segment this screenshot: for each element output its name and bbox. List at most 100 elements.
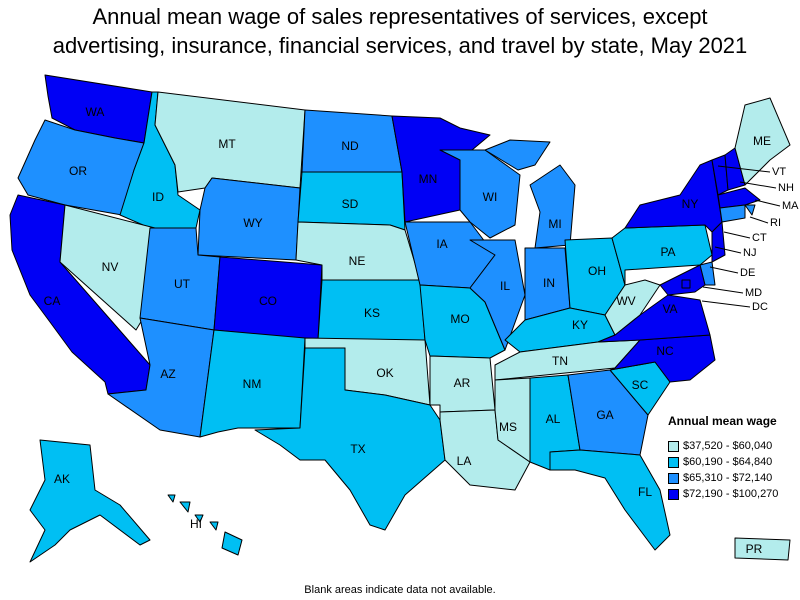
state-label-hi: HI [190,517,202,531]
legend-swatch [668,456,679,468]
map-title-line-2: advertising, insurance, financial servic… [52,33,748,58]
state-dc [681,279,691,289]
state-pr [734,537,791,561]
state-label-ks: KS [364,306,380,320]
state-label-la: LA [457,454,472,468]
map-title-line-1: Annual mean wage of sales representative… [92,4,708,29]
leader-line-dc [701,300,751,308]
legend-item: $37,520 - $60,040 [668,438,778,454]
map-legend: Annual mean wage $37,520 - $60,040 $60,1… [668,414,778,502]
state-ga [567,369,649,456]
leader-line-ma [754,199,781,207]
state-label-ok: OK [376,366,393,380]
leader-line-de [709,266,739,274]
state-label-va: VA [662,302,677,316]
state-label-or: OR [69,164,87,178]
legend-swatch [668,440,679,452]
state-label-oh: OH [588,264,606,278]
state-label-ga: GA [596,408,613,422]
leader-line-nh [739,181,777,189]
state-fl [549,449,671,551]
state-ma [717,187,761,209]
state-me [734,97,791,186]
state-label-mt: MT [218,137,236,151]
legend-label: $72,190 - $100,270 [683,488,779,500]
leader-line-ct [723,231,751,239]
state-label-tn: TN [552,354,568,368]
state-label-sd: SD [342,197,359,211]
state-label-wv: WV [616,294,635,308]
state-label-pa: PA [660,245,675,259]
legend-item: $65,310 - $72,140 [668,470,778,486]
state-mi [484,139,551,171]
state-label-in: IN [543,276,555,290]
legend-label: $37,520 - $60,040 [683,440,773,452]
state-nv [59,204,156,331]
leader-line-ri [749,216,769,224]
state-label-wa: WA [86,105,105,119]
state-tx [254,347,446,531]
state-ak [29,439,151,563]
state-label-md: MD [745,287,762,299]
state-label-ne: NE [349,254,366,268]
state-label-ar: AR [454,376,471,390]
leader-line-vt [717,165,771,173]
state-hi [179,501,191,513]
state-label-ky: KY [572,318,588,332]
state-label-nv: NV [102,260,119,274]
state-label-de: DE [740,267,755,279]
legend-label: $65,310 - $72,140 [683,472,773,484]
state-label-ri: RI [770,217,781,229]
state-nj [711,221,726,263]
state-label-nm: NM [243,377,262,391]
state-label-ca: CA [44,294,61,308]
state-label-dc: DC [752,301,768,313]
state-label-mo: MO [450,312,469,326]
state-wi [439,149,521,239]
state-label-fl: FL [638,485,652,499]
footnote: Blank areas indicate data not available. [304,584,496,596]
state-label-sc: SC [632,378,649,392]
legend-item: $72,190 - $100,270 [668,486,778,502]
state-label-tx: TX [350,442,365,456]
state-label-ct: CT [752,232,767,244]
legend-label: $60,190 - $64,840 [683,456,773,468]
state-label-mn: MN [419,172,438,186]
state-label-nh: NH [778,182,794,194]
state-label-nc: NC [656,344,674,358]
state-label-nd: ND [341,139,359,153]
state-label-al: AL [546,412,561,426]
state-label-vt: VT [772,166,786,178]
state-hi [221,531,243,556]
state-label-ma: MA [782,200,799,212]
state-label-nj: NJ [743,247,756,259]
state-label-pr: PR [746,542,763,556]
legend-item: $60,190 - $64,840 [668,454,778,470]
leader-line-nj [714,246,742,254]
state-label-mi: MI [548,217,561,231]
state-label-az: AZ [160,367,175,381]
state-ms [494,377,531,463]
state-il [469,239,526,351]
state-mi [529,164,576,249]
state-label-ak: AK [54,472,70,486]
legend-swatch [668,472,679,484]
state-hi [209,521,219,531]
state-ri [744,204,756,216]
legend-title: Annual mean wage [668,414,777,428]
state-label-ia: IA [436,237,447,251]
state-label-id: ID [152,190,164,204]
map-title: Annual mean wage of sales representative… [0,2,800,60]
state-hi [194,514,204,523]
state-label-co: CO [259,294,277,308]
state-ct [719,204,746,223]
state-label-ut: UT [174,277,191,291]
state-ny [624,159,723,233]
state-hi [167,494,176,503]
state-label-wy: WY [243,216,262,230]
state-label-wi: WI [483,190,498,204]
state-label-ms: MS [499,420,517,434]
state-label-il: IL [500,279,510,293]
leader-line-md [702,286,744,294]
